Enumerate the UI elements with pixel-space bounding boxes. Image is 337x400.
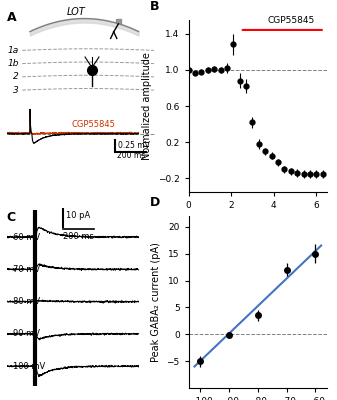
Y-axis label: Normalized amplitude: Normalized amplitude	[143, 52, 152, 160]
Text: A: A	[7, 11, 17, 24]
Text: -100 mV: -100 mV	[10, 362, 45, 371]
Text: C: C	[7, 211, 16, 224]
Text: -80 mV: -80 mV	[10, 297, 40, 306]
Text: 200 ms: 200 ms	[63, 232, 93, 241]
Text: -60 mV: -60 mV	[10, 232, 40, 242]
Text: D: D	[150, 196, 160, 209]
Text: CGP55845: CGP55845	[72, 120, 116, 128]
Text: -70 mV: -70 mV	[10, 265, 40, 274]
Text: -90 mV: -90 mV	[10, 329, 40, 338]
Text: 3: 3	[13, 86, 19, 94]
X-axis label: Time (min): Time (min)	[231, 216, 284, 226]
Text: 200 ms: 200 ms	[117, 151, 145, 160]
Text: B: B	[150, 0, 159, 13]
Text: 0.25 mV: 0.25 mV	[118, 141, 149, 150]
Text: 1a: 1a	[8, 46, 19, 55]
Text: 1b: 1b	[8, 59, 19, 68]
Text: 2: 2	[13, 72, 19, 81]
Text: LOT: LOT	[67, 7, 86, 17]
Y-axis label: Peak GABA₂ current (pA): Peak GABA₂ current (pA)	[151, 242, 161, 362]
Polygon shape	[116, 19, 121, 23]
Text: 10 pA: 10 pA	[66, 211, 90, 220]
Text: CGP55845: CGP55845	[267, 16, 314, 24]
